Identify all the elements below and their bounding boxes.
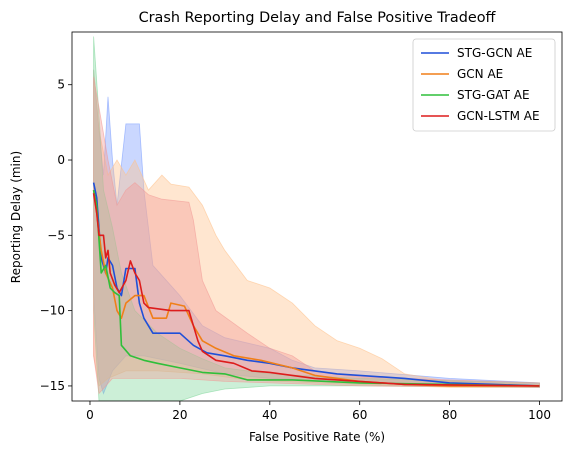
x-tick-label: 0 — [86, 408, 94, 422]
x-axis-label: False Positive Rate (%) — [249, 430, 385, 444]
x-tick-label: 20 — [172, 408, 187, 422]
legend-label: STG-GAT AE — [457, 88, 530, 102]
y-axis-label: Reporting Delay (min) — [9, 151, 23, 283]
band-stg-gat-ae — [93, 36, 540, 401]
legend-label: STG-GCN AE — [457, 46, 532, 60]
plot-frame — [71, 31, 563, 402]
y-tick-label: 5 — [57, 78, 65, 92]
y-axis: −15 −10 −5 0 5 — [40, 78, 72, 393]
series-lines — [92, 182, 540, 387]
y-tick-label: −5 — [47, 228, 65, 242]
y-tick-label: 0 — [57, 153, 65, 167]
y-tick-label: −15 — [40, 379, 65, 393]
legend-label: GCN AE — [457, 67, 503, 81]
legend-box — [412, 38, 556, 132]
legend: STG-GCN AE GCN AE STG-GAT AE GCN-LSTM AE — [412, 38, 556, 132]
line-gcn-lstm-ae — [92, 193, 540, 387]
line-stg-gat-ae — [92, 189, 540, 387]
x-tick-label: 80 — [442, 408, 457, 422]
y-tick-label: −10 — [40, 304, 65, 318]
x-axis: 0 20 40 60 80 100 — [86, 401, 551, 422]
legend-label: GCN-LSTM AE — [457, 109, 540, 123]
band-gcn-lstm-ae — [93, 77, 540, 395]
x-tick-label: 40 — [262, 408, 277, 422]
x-tick-label: 100 — [528, 408, 551, 422]
x-tick-label: 60 — [352, 408, 367, 422]
chart-title: Crash Reporting Delay and False Positive… — [139, 10, 497, 26]
band-gcn-ae — [93, 69, 540, 388]
